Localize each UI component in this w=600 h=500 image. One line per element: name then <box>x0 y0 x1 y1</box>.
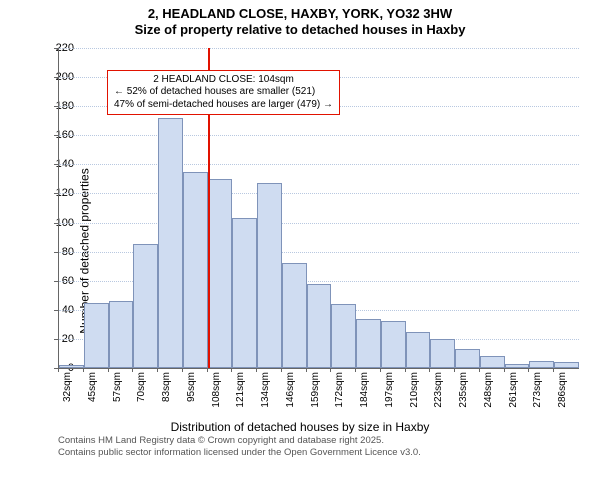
x-tick-mark <box>231 368 232 372</box>
x-tick-label: 70sqm <box>136 372 147 402</box>
x-tick-label: 197sqm <box>384 372 395 408</box>
x-tick-mark <box>207 368 208 372</box>
x-tick-mark <box>528 368 529 372</box>
gridline <box>59 135 579 136</box>
x-tick-mark <box>330 368 331 372</box>
x-tick-label: 83sqm <box>161 372 172 402</box>
x-tick-label: 235sqm <box>458 372 469 408</box>
x-tick-label: 57sqm <box>112 372 123 402</box>
x-tick-mark <box>405 368 406 372</box>
x-tick-mark <box>157 368 158 372</box>
annotation-line-2: ← 52% of detached houses are smaller (52… <box>114 86 333 99</box>
x-tick-mark <box>454 368 455 372</box>
x-tick-mark <box>355 368 356 372</box>
x-tick-label: 172sqm <box>334 372 345 408</box>
x-tick-label: 121sqm <box>235 372 246 408</box>
histogram-bar <box>232 218 257 368</box>
histogram-bar <box>282 263 307 368</box>
x-tick-label: 184sqm <box>359 372 370 408</box>
gridline <box>59 223 579 224</box>
histogram-bar <box>109 301 134 368</box>
annotation-box: 2 HEADLAND CLOSE: 104sqm← 52% of detache… <box>107 70 340 116</box>
histogram-bar <box>430 339 455 368</box>
gridline <box>59 48 579 49</box>
histogram-bar <box>158 118 183 368</box>
x-tick-label: 146sqm <box>285 372 296 408</box>
histogram-bar <box>183 172 208 368</box>
x-tick-label: 159sqm <box>310 372 321 408</box>
histogram-bar <box>133 244 158 368</box>
x-tick-label: 261sqm <box>508 372 519 408</box>
x-tick-mark <box>83 368 84 372</box>
histogram-bar <box>331 304 356 368</box>
histogram-bar <box>257 183 282 368</box>
histogram-bar <box>59 365 84 368</box>
x-tick-mark <box>58 368 59 372</box>
title-line-1: 2, HEADLAND CLOSE, HAXBY, YORK, YO32 3HW <box>0 6 600 22</box>
histogram-bar <box>406 332 431 368</box>
annotation-line-3: 47% of semi-detached houses are larger (… <box>114 99 333 112</box>
histogram-bar <box>480 356 505 368</box>
x-tick-label: 32sqm <box>62 372 73 402</box>
histogram-bar <box>307 284 332 368</box>
histogram-bar <box>356 319 381 368</box>
x-tick-label: 45sqm <box>87 372 98 402</box>
x-tick-mark <box>306 368 307 372</box>
x-tick-mark <box>108 368 109 372</box>
chart-title-block: 2, HEADLAND CLOSE, HAXBY, YORK, YO32 3HW… <box>0 0 600 39</box>
gridline <box>59 164 579 165</box>
x-tick-mark <box>553 368 554 372</box>
x-tick-label: 223sqm <box>433 372 444 408</box>
x-axis-label: Distribution of detached houses by size … <box>0 420 600 434</box>
x-tick-mark <box>182 368 183 372</box>
x-tick-label: 134sqm <box>260 372 271 408</box>
histogram-bar <box>208 179 233 368</box>
x-tick-label: 108sqm <box>211 372 222 408</box>
plot-area: 2 HEADLAND CLOSE: 104sqm← 52% of detache… <box>58 48 579 369</box>
footer-line-2: Contains public sector information licen… <box>58 447 421 458</box>
histogram-bar <box>505 364 530 368</box>
footer-line-1: Contains HM Land Registry data © Crown c… <box>58 435 421 446</box>
x-tick-mark <box>281 368 282 372</box>
footer-attribution: Contains HM Land Registry data © Crown c… <box>58 435 421 458</box>
gridline <box>59 193 579 194</box>
x-tick-label: 273sqm <box>532 372 543 408</box>
histogram-bar <box>381 321 406 368</box>
x-tick-label: 248sqm <box>483 372 494 408</box>
x-tick-mark <box>479 368 480 372</box>
x-tick-label: 210sqm <box>409 372 420 408</box>
x-tick-mark <box>429 368 430 372</box>
x-tick-mark <box>504 368 505 372</box>
histogram-bar <box>455 349 480 368</box>
annotation-line-1: 2 HEADLAND CLOSE: 104sqm <box>114 74 333 87</box>
histogram-bar <box>529 361 554 368</box>
histogram-bar <box>554 362 579 368</box>
x-tick-mark <box>132 368 133 372</box>
title-line-2: Size of property relative to detached ho… <box>0 22 600 38</box>
histogram-bar <box>84 303 109 368</box>
x-tick-label: 95sqm <box>186 372 197 402</box>
x-tick-mark <box>256 368 257 372</box>
x-tick-label: 286sqm <box>557 372 568 408</box>
chart-area: Number of detached properties 0204060801… <box>0 42 600 460</box>
x-tick-mark <box>380 368 381 372</box>
